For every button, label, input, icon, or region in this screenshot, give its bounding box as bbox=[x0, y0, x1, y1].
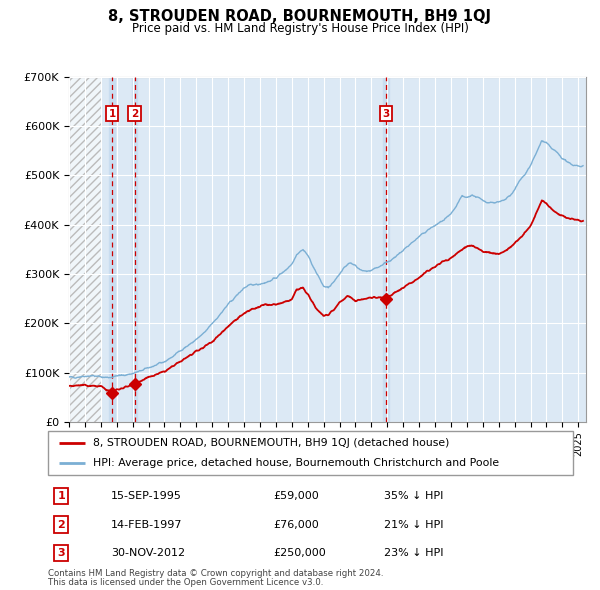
Text: 30-NOV-2012: 30-NOV-2012 bbox=[111, 548, 185, 558]
Text: 2: 2 bbox=[131, 109, 138, 119]
Bar bbox=[383, 77, 389, 422]
Bar bbox=[69, 77, 101, 422]
Bar bbox=[109, 77, 115, 422]
Text: Contains HM Land Registry data © Crown copyright and database right 2024.: Contains HM Land Registry data © Crown c… bbox=[48, 569, 383, 578]
Text: 23% ↓ HPI: 23% ↓ HPI bbox=[384, 548, 443, 558]
Text: 14-FEB-1997: 14-FEB-1997 bbox=[111, 520, 182, 529]
Text: £76,000: £76,000 bbox=[274, 520, 320, 529]
Text: 8, STROUDEN ROAD, BOURNEMOUTH, BH9 1QJ (detached house): 8, STROUDEN ROAD, BOURNEMOUTH, BH9 1QJ (… bbox=[92, 438, 449, 448]
Text: 15-SEP-1995: 15-SEP-1995 bbox=[111, 491, 182, 501]
Text: This data is licensed under the Open Government Licence v3.0.: This data is licensed under the Open Gov… bbox=[48, 578, 323, 587]
Text: 1: 1 bbox=[57, 491, 65, 501]
Text: £250,000: £250,000 bbox=[274, 548, 326, 558]
Bar bbox=[69, 77, 101, 422]
Text: 1: 1 bbox=[109, 109, 116, 119]
Text: 3: 3 bbox=[58, 548, 65, 558]
Text: £59,000: £59,000 bbox=[274, 491, 320, 501]
Text: 8, STROUDEN ROAD, BOURNEMOUTH, BH9 1QJ: 8, STROUDEN ROAD, BOURNEMOUTH, BH9 1QJ bbox=[109, 9, 491, 24]
Text: 3: 3 bbox=[382, 109, 389, 119]
Text: 35% ↓ HPI: 35% ↓ HPI bbox=[384, 491, 443, 501]
Text: 2: 2 bbox=[57, 520, 65, 529]
Text: Price paid vs. HM Land Registry's House Price Index (HPI): Price paid vs. HM Land Registry's House … bbox=[131, 22, 469, 35]
Text: 21% ↓ HPI: 21% ↓ HPI bbox=[384, 520, 443, 529]
Bar bbox=[132, 77, 137, 422]
Text: HPI: Average price, detached house, Bournemouth Christchurch and Poole: HPI: Average price, detached house, Bour… bbox=[92, 458, 499, 468]
